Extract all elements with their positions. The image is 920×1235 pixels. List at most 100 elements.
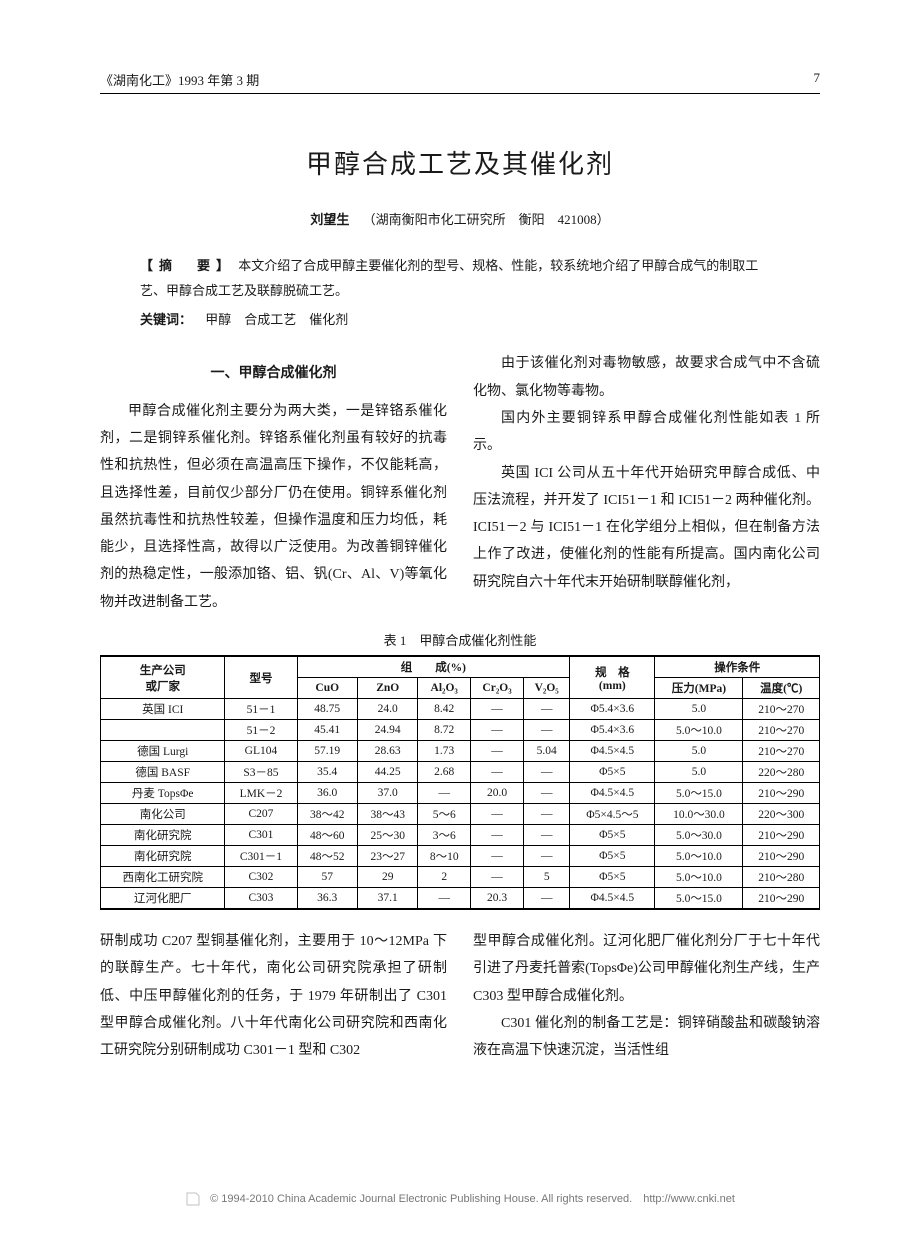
th-maker: 生产公司或厂家 — [101, 656, 225, 699]
table-cell: 5.0～10.0 — [655, 867, 743, 888]
table-cell: 德国 BASF — [101, 762, 225, 783]
table-cell: 210～270 — [743, 720, 820, 741]
author-line: 刘望生 （湖南衡阳市化工研究所 衡阳 421008） — [100, 209, 820, 228]
table-row: 51－245.4124.948.72——Φ5.4×3.65.0～10.0210～… — [101, 720, 820, 741]
section-1-heading: 一、甲醇合成催化剂 — [100, 360, 447, 387]
author-name: 刘望生 — [310, 212, 349, 227]
table-cell: — — [470, 720, 523, 741]
table-cell: — — [524, 846, 570, 867]
table-row: 南化研究院C301－148～5223～278～10——Φ5×55.0～10.02… — [101, 846, 820, 867]
th-spec: 规 格(mm) — [570, 656, 655, 699]
table-cell: — — [524, 783, 570, 804]
table-cell: — — [470, 825, 523, 846]
table-cell: 西南化工研究院 — [101, 867, 225, 888]
upper-left-col: 一、甲醇合成催化剂 甲醇合成催化剂主要分为两大类，一是锌铬系催化剂，二是铜锌系催… — [100, 350, 447, 616]
journal-title: 《湖南化工》1993 年第 3 期 — [100, 70, 259, 89]
table-cell: 1.73 — [418, 741, 470, 762]
th-cuo: CuO — [297, 678, 357, 699]
catalyst-table: 生产公司或厂家 型号 组 成(%) 规 格(mm) 操作条件 CuO ZnO A… — [100, 655, 820, 910]
table-cell: Φ5.4×3.6 — [570, 720, 655, 741]
table-cell: 210～280 — [743, 867, 820, 888]
abstract: 【摘 要】 本文介绍了合成甲醇主要催化剂的型号、规格、性能，较系统地介绍了甲醇合… — [100, 254, 820, 303]
th-pressure: 压力(MPa) — [655, 678, 743, 699]
keywords: 关键词： 甲醇 合成工艺 催化剂 — [100, 309, 820, 328]
table-cell: 20.3 — [470, 888, 523, 910]
table-cell: — — [524, 825, 570, 846]
table-row: 辽河化肥厂C30336.337.1—20.3—Φ4.5×4.55.0～15.02… — [101, 888, 820, 910]
table-cell: 5.0～10.0 — [655, 720, 743, 741]
lower-right-col: 型甲醇合成催化剂。辽河化肥厂催化剂分厂于七十年代引进了丹麦托普索(TopsΦe)… — [473, 928, 820, 1064]
table-cell: 37.0 — [357, 783, 417, 804]
table-cell: 10.0～30.0 — [655, 804, 743, 825]
table-cell: 3～6 — [418, 825, 470, 846]
table-cell: 5～6 — [418, 804, 470, 825]
table-cell: 5.0 — [655, 741, 743, 762]
table-cell: Φ5.4×3.6 — [570, 699, 655, 720]
upper-right-col: 由于该催化剂对毒物敏感，故要求合成气中不含硫化物、氯化物等毒物。 国内外主要铜锌… — [473, 350, 820, 616]
th-temperature: 温度(℃) — [743, 678, 820, 699]
table-cell: 51－2 — [225, 720, 297, 741]
table-cell: — — [470, 762, 523, 783]
upper-left-paragraph: 甲醇合成催化剂主要分为两大类，一是锌铬系催化剂，二是铜锌系催化剂。锌铬系催化剂虽… — [100, 398, 447, 616]
table-cell: 38～42 — [297, 804, 357, 825]
table-caption: 表 1 甲醇合成催化剂性能 — [100, 630, 820, 649]
table-cell: 英国 ICI — [101, 699, 225, 720]
table-cell: 24.94 — [357, 720, 417, 741]
table-cell: — — [470, 699, 523, 720]
upper-columns: 一、甲醇合成催化剂 甲醇合成催化剂主要分为两大类，一是锌铬系催化剂，二是铜锌系催… — [100, 350, 820, 616]
table-cell: — — [524, 699, 570, 720]
footer-text: © 1994-2010 China Academic Journal Elect… — [210, 1193, 735, 1205]
table-row: 丹麦 TopsΦeLMK－236.037.0—20.0—Φ4.5×4.55.0～… — [101, 783, 820, 804]
table-row: 德国 BASFS3－8535.444.252.68——Φ5×55.0220～28… — [101, 762, 820, 783]
author-affiliation: （湖南衡阳市化工研究所 衡阳 421008） — [363, 212, 610, 227]
table-cell: 36.0 — [297, 783, 357, 804]
table-cell: 南化研究院 — [101, 846, 225, 867]
table-cell: 2.68 — [418, 762, 470, 783]
table-cell: GL104 — [225, 741, 297, 762]
table-cell: 2 — [418, 867, 470, 888]
table-cell: 8～10 — [418, 846, 470, 867]
table-cell: C302 — [225, 867, 297, 888]
upper-right-p3: 英国 ICI 公司从五十年代开始研究甲醇合成低、中压法流程，并开发了 ICI51… — [473, 460, 820, 596]
table-cell: 29 — [357, 867, 417, 888]
table-cell: 5.0 — [655, 762, 743, 783]
table-cell: — — [470, 804, 523, 825]
table-cell: 8.72 — [418, 720, 470, 741]
table-row: 西南化工研究院C30257292—5Φ5×55.0～10.0210～280 — [101, 867, 820, 888]
table-cell: — — [418, 888, 470, 910]
table-cell: — — [524, 804, 570, 825]
table-cell: Φ5×5 — [570, 762, 655, 783]
table-cell: 48.75 — [297, 699, 357, 720]
table-cell: C301 — [225, 825, 297, 846]
table-row: 南化公司C20738～4238～435～6——Φ5×4.5～510.0～30.0… — [101, 804, 820, 825]
table-cell: 37.1 — [357, 888, 417, 910]
table-cell: 5.0～15.0 — [655, 783, 743, 804]
table-cell: LMK－2 — [225, 783, 297, 804]
table-cell: 5.0 — [655, 699, 743, 720]
table-cell: 38～43 — [357, 804, 417, 825]
table-cell: 5.0～10.0 — [655, 846, 743, 867]
table-cell: 210～290 — [743, 825, 820, 846]
upper-right-p2: 国内外主要铜锌系甲醇合成催化剂性能如表 1 所示。 — [473, 405, 820, 460]
table-cell: 220～280 — [743, 762, 820, 783]
table-cell: 23～27 — [357, 846, 417, 867]
table-cell: Φ5×5 — [570, 825, 655, 846]
table-cell: 210～270 — [743, 699, 820, 720]
table-row: 英国 ICI51－148.7524.08.42——Φ5.4×3.65.0210～… — [101, 699, 820, 720]
table-cell: 28.63 — [357, 741, 417, 762]
table-cell: 210～290 — [743, 846, 820, 867]
table-cell: 44.25 — [357, 762, 417, 783]
abstract-label: 【摘 要】 — [140, 258, 235, 273]
table-cell: 48～52 — [297, 846, 357, 867]
table-cell: Φ5×5 — [570, 846, 655, 867]
table-cell: 24.0 — [357, 699, 417, 720]
table-cell: 210～290 — [743, 783, 820, 804]
keywords-text: 甲醇 合成工艺 催化剂 — [205, 312, 348, 327]
table-cell: 45.41 — [297, 720, 357, 741]
lower-left-paragraph: 研制成功 C207 型铜基催化剂，主要用于 10～12MPa 下的联醇生产。七十… — [100, 928, 447, 1064]
table-cell: C301－1 — [225, 846, 297, 867]
lower-columns: 研制成功 C207 型铜基催化剂，主要用于 10～12MPa 下的联醇生产。七十… — [100, 928, 820, 1064]
table-cell: 20.0 — [470, 783, 523, 804]
page-footer: © 1994-2010 China Academic Journal Elect… — [0, 1190, 920, 1207]
table-cell: 220～300 — [743, 804, 820, 825]
